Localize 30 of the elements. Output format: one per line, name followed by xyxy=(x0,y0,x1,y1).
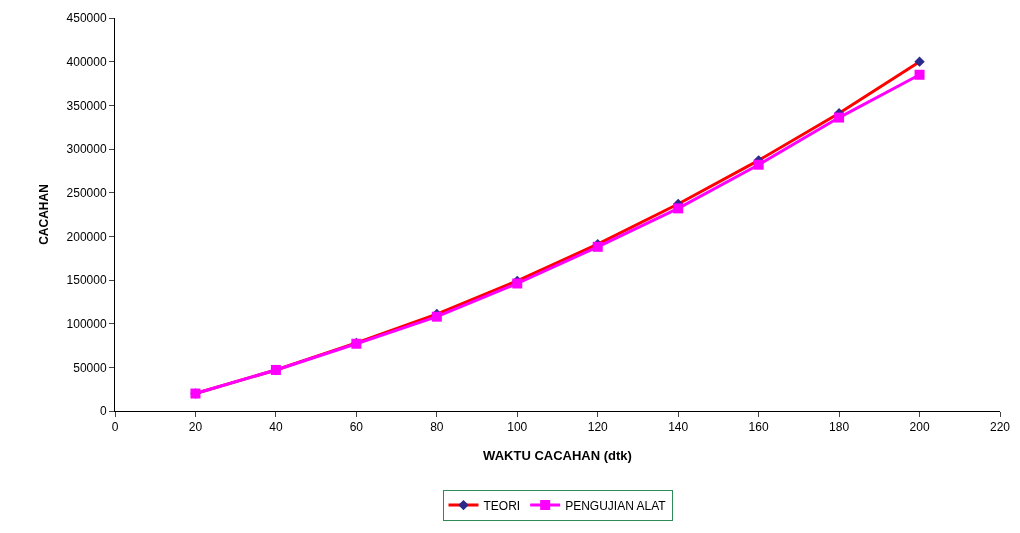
x-tick-label: 20 xyxy=(188,420,203,435)
x-tick-label: 220 xyxy=(989,420,1011,435)
point xyxy=(673,203,684,214)
x-tick-label: 40 xyxy=(269,420,283,435)
legend-label: PENGUJIAN ALAT xyxy=(565,498,667,513)
x-tick-label: 120 xyxy=(587,420,609,435)
x-tick-label: 80 xyxy=(430,420,444,435)
point xyxy=(753,159,764,170)
x-tick-label: 0 xyxy=(111,420,119,435)
y-tick-label: 100000 xyxy=(66,316,107,331)
point xyxy=(914,69,925,80)
x-tick-label: 160 xyxy=(748,420,769,435)
y-tick-label: 200000 xyxy=(66,229,107,244)
x-tick-label: 200 xyxy=(909,420,930,435)
x-tick-label: 60 xyxy=(349,420,364,435)
x-tick-label: 100 xyxy=(507,420,528,435)
x-tick-label: 140 xyxy=(668,420,689,435)
y-tick-label: 450000 xyxy=(66,11,107,26)
x-axis-title: WAKTU CACAHAN (dtk) xyxy=(483,448,632,463)
legend-label: TEORI xyxy=(483,498,521,513)
point xyxy=(834,112,845,123)
y-tick-label: 0 xyxy=(99,404,107,419)
y-tick-label: 150000 xyxy=(66,273,107,288)
y-tick-label: 350000 xyxy=(66,98,107,113)
y-axis-title: CACAHAN xyxy=(36,184,51,245)
y-tick-label: 50000 xyxy=(73,360,107,375)
x-tick-label: 180 xyxy=(829,420,850,435)
y-tick-label: 300000 xyxy=(66,142,107,157)
y-tick-label: 250000 xyxy=(66,185,107,200)
y-tick-label: 400000 xyxy=(66,54,107,69)
